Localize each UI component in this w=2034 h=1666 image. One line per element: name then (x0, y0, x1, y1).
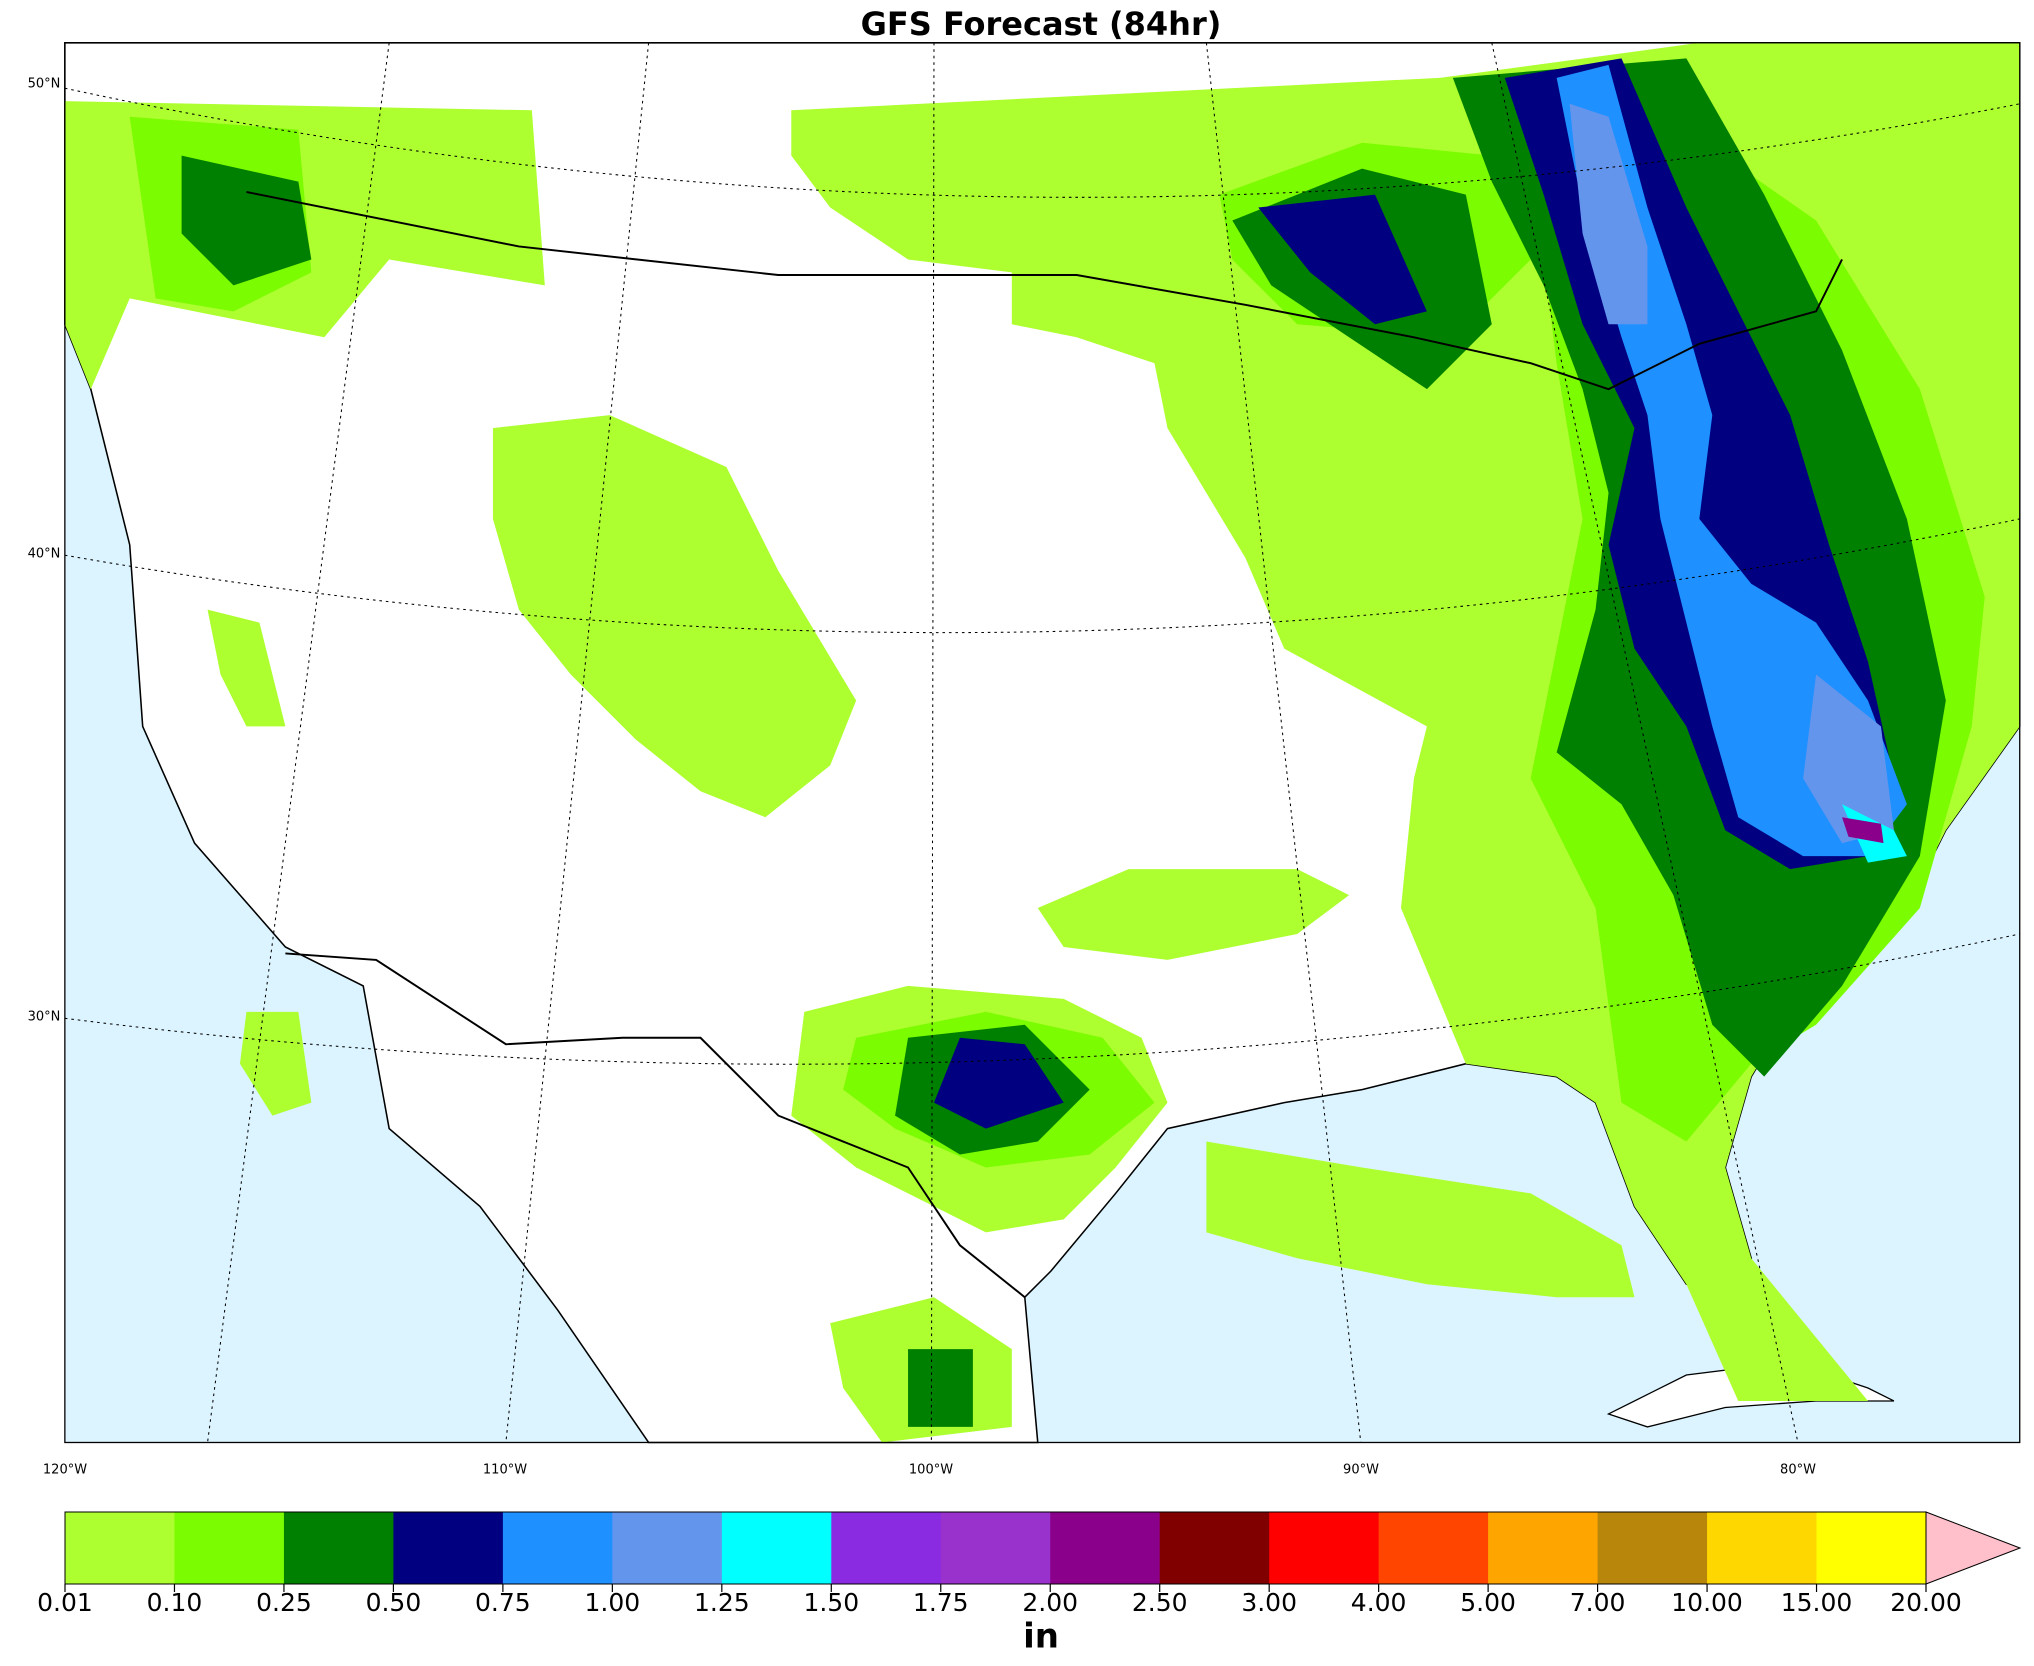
colorbar-bin (1269, 1512, 1380, 1584)
lat-label: 30°N (28, 1010, 61, 1025)
colorbar-tick-label: 3.00 (1241, 1588, 1297, 1617)
colorbar-tick-label: 4.00 (1351, 1588, 1407, 1617)
graticule (64, 42, 2020, 1443)
borders (246, 191, 1843, 1298)
lon-label: 90°W (1343, 1463, 1379, 1478)
precip-shading (64, 42, 2020, 1443)
colorbar-tick-label: 0.75 (475, 1588, 531, 1617)
lon-labels: 120°W 110°W 100°W 90°W 80°W (43, 1463, 1816, 1478)
colorbar-tick-label: 1.50 (803, 1588, 859, 1617)
colorbar-frame (64, 1511, 1927, 1585)
colorbar-bin (174, 1512, 285, 1584)
colorbar-tick-label: 0.01 (37, 1588, 93, 1617)
lat-label: 50°N (28, 77, 61, 92)
colorbar-bin (1159, 1512, 1270, 1584)
map-title: GFS Forecast (84hr) (861, 5, 1222, 43)
colorbar-tick-label: 20.00 (1890, 1588, 1962, 1617)
colorbar-bin (1816, 1512, 1927, 1584)
colorbar-bin (1707, 1512, 1818, 1584)
colorbar-bin (721, 1512, 832, 1584)
lon-label: 110°W (483, 1463, 527, 1478)
lat-labels: 50°N 40°N 30°N (28, 77, 61, 1025)
colorbar-tick-label: 15.00 (1781, 1588, 1853, 1617)
colorbar-label: in (1023, 1617, 1059, 1657)
colorbar-bin (612, 1512, 723, 1584)
lon-label: 100°W (909, 1463, 953, 1478)
colorbar-tick-label: 2.50 (1132, 1588, 1188, 1617)
colorbar-tick-label: 2.00 (1022, 1588, 1078, 1617)
lon-label: 80°W (1780, 1463, 1816, 1478)
colorbar-tick-label: 0.50 (366, 1588, 422, 1617)
colorbar-bin (283, 1512, 394, 1584)
colorbar-tick-label: 7.00 (1570, 1588, 1626, 1617)
colorbar-tick-label: 0.25 (256, 1588, 312, 1617)
lon-label: 120°W (43, 1463, 87, 1478)
colorbar-bin (1488, 1512, 1599, 1584)
colorbar-bin (1378, 1512, 1489, 1584)
colorbar-bin (502, 1512, 613, 1584)
colorbar-tick-label: 1.00 (585, 1588, 641, 1617)
colorbar-bin (831, 1512, 942, 1584)
colorbar-tick-label: 1.25 (694, 1588, 750, 1617)
map-frame (64, 42, 2021, 1444)
colorbar-tick-label: 1.75 (913, 1588, 969, 1617)
colorbar-bin (65, 1512, 175, 1584)
colorbar-bin (940, 1512, 1051, 1584)
colorbar-bin (393, 1512, 504, 1584)
colorbar: 0.01 0.10 0.25 0.50 0.75 1.00 1.25 1.50 1.75 2.00… (37, 1511, 2022, 1617)
colorbar-tick-label: 5.00 (1460, 1588, 1516, 1617)
colorbar-extend (1925, 1511, 2022, 1585)
colorbar-tick-label: 0.10 (147, 1588, 203, 1617)
colorbar-bin (1050, 1512, 1161, 1584)
lat-label: 40°N (28, 547, 61, 562)
colorbar-bin (1597, 1512, 1708, 1584)
map (64, 42, 2021, 1444)
colorbar-tick-label: 10.00 (1671, 1588, 1743, 1617)
